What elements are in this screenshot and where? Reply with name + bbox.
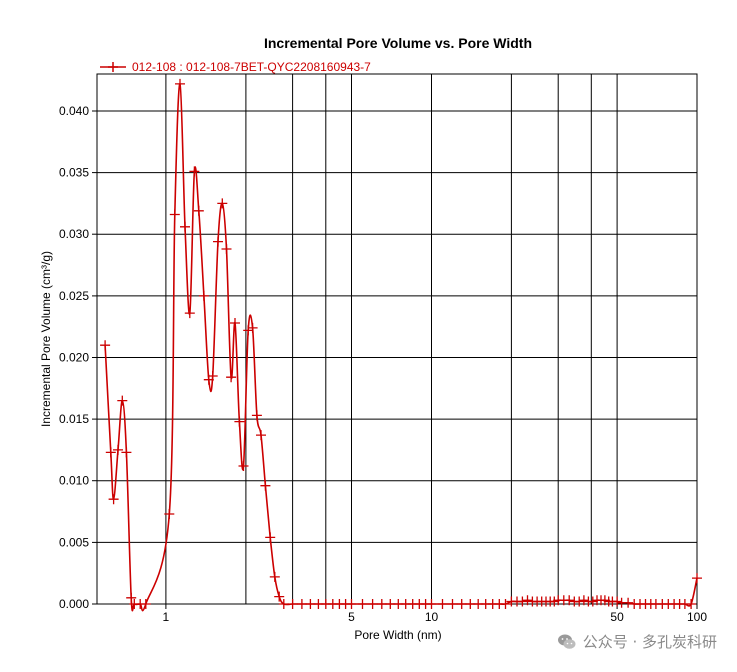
data-point-marker (226, 372, 237, 383)
data-point-marker (686, 599, 697, 609)
x-tick-label: 10 (425, 610, 439, 624)
x-tick-label: 100 (687, 610, 707, 624)
legend-series-label: 012-108 : 012-108-7BET-QYC2208160943-7 (132, 60, 371, 74)
legend: 012-108 : 012-108-7BET-QYC2208160943-7 (100, 60, 371, 74)
data-point-marker (587, 596, 598, 607)
data-point-marker (207, 371, 218, 381)
x-tick-label: 1 (163, 610, 170, 624)
plot-area (96, 73, 698, 605)
data-point-marker (260, 480, 271, 491)
data-point-marker (234, 416, 245, 427)
data-point-marker (367, 599, 378, 609)
data-point-marker (189, 166, 200, 177)
y-tick-label: 0.030 (59, 227, 89, 241)
y-tick-label: 0.010 (59, 474, 89, 488)
data-point-marker (578, 595, 589, 606)
data-point-marker (238, 461, 249, 471)
series-path (104, 83, 698, 612)
data-point-marker (140, 599, 151, 609)
y-axis-label: Incremental Pore Volume (cm³/g) (39, 251, 53, 427)
data-point-marker (269, 571, 280, 582)
x-axis: 1 5 10 50 100 (163, 604, 707, 624)
data-point-marker (126, 592, 137, 603)
y-tick-label: 0.015 (59, 412, 89, 426)
data-point-marker (247, 322, 258, 333)
data-point-marker (164, 509, 175, 519)
data-point-marker (169, 209, 180, 220)
legend-plus-marker (108, 62, 118, 72)
data-point-marker (287, 599, 298, 609)
y-axis: 0.000 0.005 0.010 0.015 0.020 0.025 0.030 0.035… (59, 104, 97, 611)
data-point-marker (100, 340, 111, 351)
data-point-marker (193, 205, 204, 216)
data-point-marker (296, 599, 307, 609)
data-point-marker (256, 430, 266, 441)
data-point-marker (376, 599, 387, 609)
grid (97, 74, 698, 604)
data-point-marker (105, 447, 116, 458)
data-point-marker (213, 236, 223, 247)
data-point-marker (692, 573, 702, 584)
chart-title: Incremental Pore Volume vs. Pore Width (264, 35, 532, 51)
data-point-marker (456, 599, 467, 609)
data-point-marker (113, 444, 123, 455)
data-point-marker (243, 325, 254, 336)
data-point-marker (108, 494, 119, 505)
data-point-marker (357, 599, 368, 609)
data-point-marker (612, 596, 623, 607)
wechat-icon (557, 634, 576, 649)
data-point-marker (564, 595, 575, 606)
data-point-marker (437, 599, 448, 609)
data-point-marker (217, 198, 228, 209)
data-point-marker (180, 221, 190, 232)
data-point-marker (500, 599, 511, 609)
data-point-marker (274, 591, 285, 602)
data-point-marker (198, 290, 209, 301)
y-tick-label: 0.025 (59, 289, 89, 303)
y-tick-label: 0.005 (59, 535, 89, 549)
series-line (104, 83, 698, 612)
x-tick-label: 5 (348, 610, 355, 624)
watermark-text: 公众号 · 多孔炭科研 (582, 633, 717, 651)
data-point-marker (426, 599, 437, 609)
watermark: 公众号 · 多孔炭科研 (557, 631, 717, 652)
x-tick-label: 50 (610, 610, 624, 624)
data-point-marker (117, 395, 128, 406)
y-tick-label: 0.035 (59, 166, 89, 180)
y-tick-label: 0.020 (59, 351, 89, 365)
y-tick-label: 0.000 (59, 597, 89, 611)
data-point-marker (265, 532, 276, 543)
data-point-marker (230, 318, 240, 328)
series-markers (100, 78, 702, 609)
data-point-marker (517, 596, 528, 607)
x-axis-label: Pore Width (nm) (354, 628, 441, 642)
data-point-marker (184, 308, 195, 319)
data-point-marker (522, 595, 533, 606)
data-point-marker (447, 599, 458, 609)
data-point-marker (175, 78, 185, 89)
data-point-marker (346, 599, 357, 609)
data-point-marker (278, 599, 289, 609)
data-point-marker (221, 244, 232, 254)
y-tick-label: 0.040 (59, 104, 89, 118)
data-point-marker (623, 597, 634, 608)
data-point-marker (121, 447, 132, 458)
data-point-marker (251, 410, 262, 421)
data-point-marker (574, 596, 585, 607)
